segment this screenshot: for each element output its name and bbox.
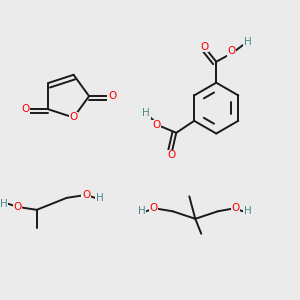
Text: O: O [200, 42, 208, 52]
Text: H: H [244, 206, 251, 216]
Text: O: O [149, 203, 158, 213]
Text: O: O [232, 203, 240, 213]
Text: O: O [227, 46, 235, 56]
Text: H: H [142, 108, 150, 118]
Text: O: O [13, 202, 21, 212]
Text: O: O [69, 112, 78, 122]
Text: H: H [96, 193, 104, 203]
Text: H: H [0, 199, 8, 209]
Text: O: O [108, 91, 116, 101]
Text: O: O [21, 104, 30, 114]
Text: H: H [244, 37, 251, 47]
Text: O: O [153, 120, 161, 130]
Text: O: O [82, 190, 90, 200]
Text: H: H [138, 206, 145, 216]
Text: O: O [168, 150, 176, 160]
